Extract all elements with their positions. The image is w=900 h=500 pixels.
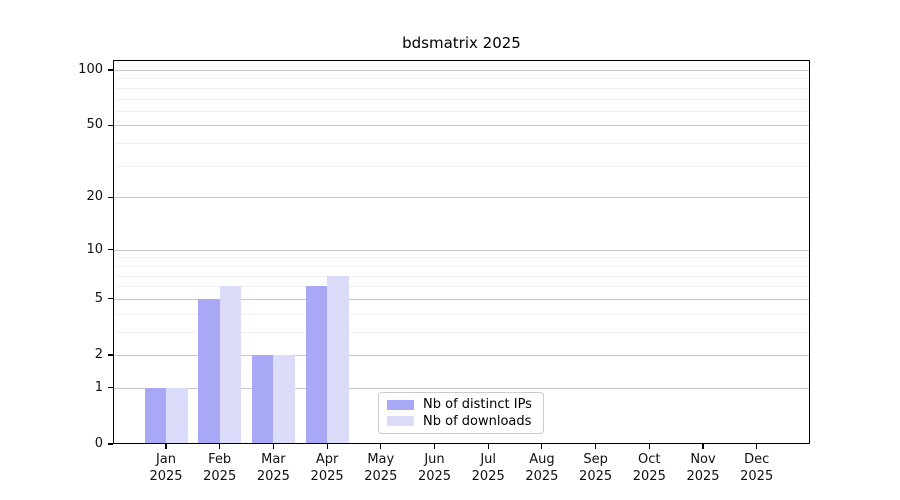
y-tick-label: 100 — [78, 62, 103, 77]
x-tick-label: Jul 2025 — [471, 452, 505, 484]
gridline-major — [113, 387, 810, 389]
bar-downloads — [166, 387, 188, 444]
gridline-minor — [113, 286, 810, 288]
y-tick-label: 10 — [86, 241, 103, 257]
legend-swatch-distinct-ips — [387, 399, 414, 410]
y-tick-label: 5 — [94, 290, 103, 306]
x-tick-mark — [595, 444, 597, 449]
x-tick-label: Mar 2025 — [256, 452, 290, 484]
bar-distinct-ips — [144, 387, 166, 444]
gridline-major — [113, 197, 810, 199]
y-tick-mark — [108, 387, 113, 389]
legend-label-downloads: Nb of downloads — [423, 413, 532, 429]
gridline-major — [113, 70, 810, 71]
legend-item: Nb of downloads — [387, 414, 535, 429]
gridline-minor — [113, 313, 810, 315]
gridline-minor — [113, 257, 810, 259]
y-tick-mark — [108, 443, 113, 445]
x-tick-label: Apr 2025 — [310, 452, 344, 484]
x-tick-mark — [219, 444, 221, 449]
legend-label-distinct-ips: Nb of distinct IPs — [423, 397, 532, 413]
y-tick-mark — [108, 298, 113, 300]
x-tick-label: Oct 2025 — [632, 452, 666, 484]
gridline-major — [113, 249, 810, 251]
x-tick-label: Aug 2025 — [525, 452, 559, 484]
x-tick-mark — [648, 444, 650, 449]
x-tick-mark — [165, 444, 167, 449]
x-tick-mark — [756, 444, 758, 449]
chart-title: bdsmatrix 2025 — [402, 34, 521, 52]
x-tick-mark — [326, 444, 328, 449]
gridline-minor — [113, 98, 810, 100]
y-tick-label: 50 — [86, 117, 103, 133]
x-tick-mark — [487, 444, 489, 449]
x-tick-label: Sep 2025 — [579, 452, 613, 484]
x-tick-label: Feb 2025 — [203, 452, 237, 484]
y-tick-mark — [108, 249, 113, 251]
x-tick-mark — [702, 444, 704, 449]
gridline-minor — [113, 87, 810, 89]
y-tick-mark — [108, 124, 113, 126]
x-tick-mark — [272, 444, 274, 449]
y-tick-mark — [108, 69, 113, 71]
gridline-minor — [113, 265, 810, 267]
bar-downloads — [219, 286, 242, 444]
bar-distinct-ips — [305, 286, 328, 444]
y-tick-mark — [108, 196, 113, 198]
x-tick-label: Dec 2025 — [740, 452, 774, 484]
y-tick-label: 0 — [94, 436, 103, 451]
gridline-major — [113, 355, 810, 356]
x-tick-mark — [380, 444, 382, 449]
y-tick-label: 1 — [94, 379, 103, 395]
y-tick-label: 2 — [94, 347, 103, 362]
bar-downloads — [273, 355, 295, 444]
gridline-minor — [113, 143, 810, 145]
gridline-minor — [113, 331, 810, 333]
bar-distinct-ips — [251, 355, 274, 444]
bar-distinct-ips — [198, 298, 220, 444]
legend-item: Nb of distinct IPs — [387, 397, 535, 412]
gridline-minor — [113, 165, 810, 167]
gridline-minor — [113, 110, 810, 112]
gridline-major — [113, 125, 810, 127]
legend: Nb of distinct IPs Nb of downloads — [378, 392, 544, 434]
y-tick-label: 20 — [86, 189, 103, 205]
x-tick-mark — [541, 444, 543, 449]
legend-swatch-downloads — [387, 416, 414, 427]
x-tick-label: Jan 2025 — [149, 452, 183, 484]
x-tick-label: Nov 2025 — [686, 452, 720, 484]
x-tick-mark — [433, 444, 436, 449]
gridline-minor — [113, 78, 810, 80]
gridline-major — [113, 298, 810, 300]
x-tick-label: Jun 2025 — [417, 452, 452, 484]
x-tick-label: May 2025 — [364, 452, 398, 484]
gridline-minor — [113, 275, 810, 277]
y-tick-mark — [108, 354, 113, 356]
bar-downloads — [327, 275, 349, 444]
